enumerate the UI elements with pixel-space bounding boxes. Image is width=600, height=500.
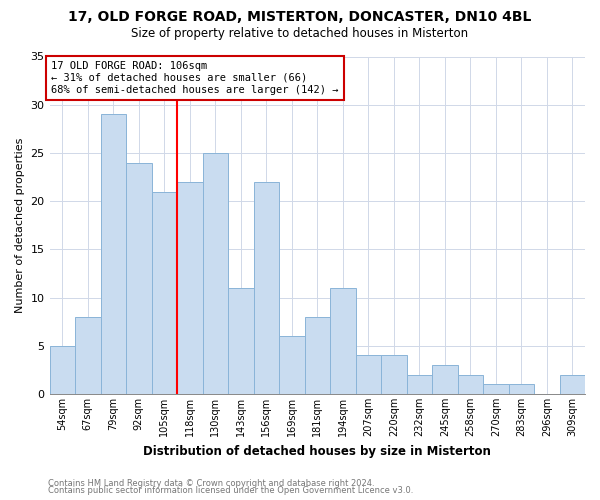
Bar: [203, 153, 228, 394]
X-axis label: Distribution of detached houses by size in Misterton: Distribution of detached houses by size …: [143, 444, 491, 458]
Bar: [458, 374, 483, 394]
Text: Contains public sector information licensed under the Open Government Licence v3: Contains public sector information licen…: [48, 486, 413, 495]
Bar: [50, 346, 75, 394]
Y-axis label: Number of detached properties: Number of detached properties: [15, 138, 25, 313]
Bar: [101, 114, 126, 394]
Text: Contains HM Land Registry data © Crown copyright and database right 2024.: Contains HM Land Registry data © Crown c…: [48, 478, 374, 488]
Bar: [177, 182, 203, 394]
Bar: [75, 317, 101, 394]
Bar: [152, 192, 177, 394]
Bar: [381, 356, 407, 394]
Bar: [254, 182, 279, 394]
Bar: [228, 288, 254, 394]
Bar: [407, 374, 432, 394]
Bar: [483, 384, 509, 394]
Bar: [432, 365, 458, 394]
Bar: [126, 162, 152, 394]
Text: Size of property relative to detached houses in Misterton: Size of property relative to detached ho…: [131, 28, 469, 40]
Text: 17, OLD FORGE ROAD, MISTERTON, DONCASTER, DN10 4BL: 17, OLD FORGE ROAD, MISTERTON, DONCASTER…: [68, 10, 532, 24]
Bar: [305, 317, 330, 394]
Bar: [356, 356, 381, 394]
Bar: [509, 384, 534, 394]
Bar: [560, 374, 585, 394]
Text: 17 OLD FORGE ROAD: 106sqm
← 31% of detached houses are smaller (66)
68% of semi-: 17 OLD FORGE ROAD: 106sqm ← 31% of detac…: [51, 62, 338, 94]
Bar: [279, 336, 305, 394]
Bar: [330, 288, 356, 394]
